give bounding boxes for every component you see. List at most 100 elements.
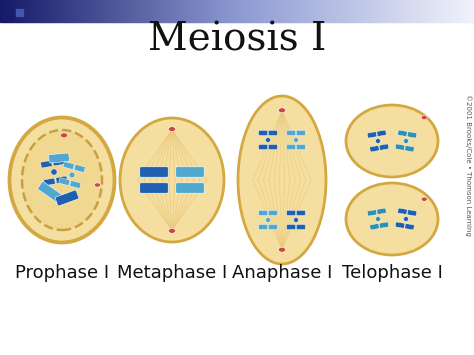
Bar	[276, 0, 277, 22]
Bar	[274, 0, 275, 22]
Bar	[4, 0, 5, 22]
Bar	[451, 0, 452, 22]
Bar	[337, 0, 338, 22]
Bar	[64, 0, 65, 22]
Bar	[382, 0, 383, 22]
Bar	[96, 0, 97, 22]
Bar	[131, 0, 132, 22]
Bar	[15, 0, 16, 22]
Bar	[223, 0, 224, 22]
Bar	[285, 0, 286, 22]
Bar	[10, 0, 11, 22]
Bar	[186, 0, 187, 22]
Bar	[75, 0, 76, 22]
FancyBboxPatch shape	[367, 210, 377, 216]
Bar	[299, 0, 300, 22]
Bar	[66, 0, 67, 22]
Bar	[192, 0, 193, 22]
Bar	[273, 0, 274, 22]
Bar	[373, 0, 374, 22]
Bar	[425, 0, 426, 22]
Bar	[470, 0, 471, 22]
Bar	[434, 0, 435, 22]
FancyBboxPatch shape	[296, 144, 305, 149]
Bar	[20, 0, 21, 22]
FancyBboxPatch shape	[268, 224, 277, 230]
Bar	[372, 0, 373, 22]
Bar	[348, 0, 349, 22]
Ellipse shape	[238, 96, 326, 264]
Bar	[31, 0, 32, 22]
FancyBboxPatch shape	[53, 158, 64, 166]
Bar	[386, 0, 387, 22]
Bar	[338, 0, 339, 22]
Bar	[73, 0, 74, 22]
FancyBboxPatch shape	[63, 162, 74, 169]
Bar	[258, 0, 259, 22]
FancyBboxPatch shape	[370, 146, 379, 152]
Bar	[342, 0, 343, 22]
Bar	[431, 0, 432, 22]
Bar	[389, 0, 390, 22]
Bar	[209, 0, 210, 22]
Bar	[232, 0, 233, 22]
Bar	[200, 0, 201, 22]
Bar	[296, 0, 297, 22]
Bar	[177, 0, 178, 22]
Bar	[24, 0, 25, 22]
Bar	[45, 0, 46, 22]
Bar	[226, 0, 227, 22]
Bar	[300, 0, 301, 22]
Bar	[280, 0, 281, 22]
Bar	[169, 0, 170, 22]
Bar	[172, 0, 173, 22]
Bar	[234, 0, 235, 22]
Bar	[279, 0, 280, 22]
Bar	[68, 0, 69, 22]
Bar	[249, 0, 250, 22]
Bar	[135, 0, 136, 22]
Ellipse shape	[168, 127, 175, 132]
Bar	[377, 0, 378, 22]
Bar	[305, 0, 306, 22]
FancyBboxPatch shape	[287, 211, 296, 215]
Bar	[248, 0, 249, 22]
FancyBboxPatch shape	[377, 130, 386, 136]
Bar	[295, 0, 296, 22]
Bar	[130, 0, 131, 22]
Bar	[370, 0, 371, 22]
Bar	[83, 0, 84, 22]
Bar	[205, 0, 206, 22]
Bar	[170, 0, 171, 22]
Bar	[190, 0, 191, 22]
Bar	[28, 0, 29, 22]
Bar	[40, 0, 41, 22]
Bar	[286, 0, 287, 22]
Bar	[439, 0, 440, 22]
Bar	[355, 0, 356, 22]
Bar	[16, 9, 23, 16]
Bar	[213, 0, 214, 22]
Bar	[62, 0, 63, 22]
Bar	[113, 0, 114, 22]
Bar	[315, 0, 316, 22]
Bar	[284, 0, 285, 22]
Bar	[89, 0, 90, 22]
Bar	[46, 0, 47, 22]
Bar	[166, 0, 167, 22]
Bar	[158, 0, 159, 22]
Bar	[246, 0, 247, 22]
Bar	[326, 0, 327, 22]
Bar	[394, 0, 395, 22]
Bar	[175, 0, 176, 22]
Bar	[259, 0, 260, 22]
FancyBboxPatch shape	[55, 190, 79, 206]
Bar	[444, 0, 445, 22]
Bar	[339, 0, 340, 22]
Bar	[365, 0, 366, 22]
Bar	[403, 0, 404, 22]
Bar	[141, 0, 142, 22]
Bar	[419, 0, 420, 22]
Bar	[407, 0, 408, 22]
Bar	[301, 0, 302, 22]
